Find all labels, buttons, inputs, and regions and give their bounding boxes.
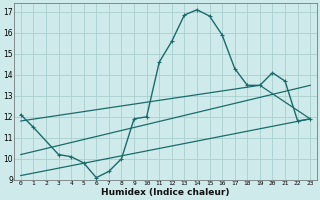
X-axis label: Humidex (Indice chaleur): Humidex (Indice chaleur): [101, 188, 230, 197]
